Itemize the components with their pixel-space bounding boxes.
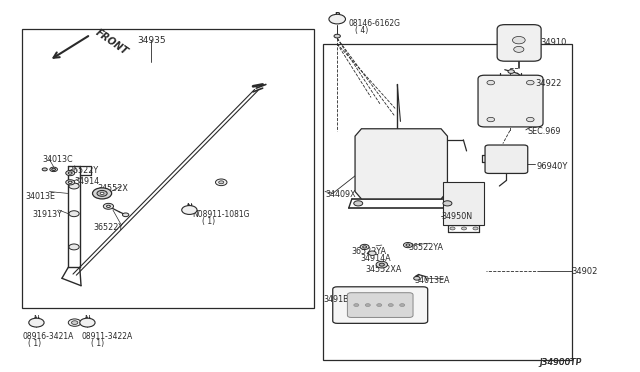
Bar <box>323 44 572 359</box>
Circle shape <box>377 304 382 307</box>
Circle shape <box>103 203 113 209</box>
Text: J34900TP: J34900TP <box>540 358 582 367</box>
Text: 34013C: 34013C <box>43 155 74 164</box>
Text: N: N <box>84 317 90 323</box>
Circle shape <box>450 227 455 230</box>
Circle shape <box>461 227 467 230</box>
Circle shape <box>354 201 363 206</box>
Text: 34914: 34914 <box>75 177 100 186</box>
Text: 08911-3422A: 08911-3422A <box>81 332 132 341</box>
Text: ( 1): ( 1) <box>28 339 41 348</box>
Polygon shape <box>355 129 447 199</box>
Text: ( 4): ( 4) <box>355 26 368 35</box>
Circle shape <box>376 261 388 268</box>
Circle shape <box>97 190 107 196</box>
Text: 31913Y: 31913Y <box>32 210 62 219</box>
Text: 08146-6162G: 08146-6162G <box>349 19 401 28</box>
FancyBboxPatch shape <box>333 287 428 323</box>
Circle shape <box>122 213 129 217</box>
Text: 36522YA: 36522YA <box>352 247 387 256</box>
FancyBboxPatch shape <box>485 145 528 173</box>
Circle shape <box>443 201 452 206</box>
Text: 34914A: 34914A <box>360 254 391 263</box>
Text: 34409X: 34409X <box>325 190 356 199</box>
FancyBboxPatch shape <box>497 25 541 61</box>
Circle shape <box>52 168 56 170</box>
Circle shape <box>216 179 227 186</box>
Circle shape <box>66 170 75 176</box>
Text: N: N <box>186 202 192 212</box>
Circle shape <box>42 168 47 171</box>
Circle shape <box>80 318 95 327</box>
Circle shape <box>527 117 534 122</box>
Text: 36522Y: 36522Y <box>68 166 99 175</box>
Text: SEC.969: SEC.969 <box>527 127 561 136</box>
Circle shape <box>354 304 359 307</box>
Text: FRONT: FRONT <box>94 27 130 57</box>
Circle shape <box>182 206 197 214</box>
Circle shape <box>388 304 394 307</box>
Text: 08916-3421A: 08916-3421A <box>22 332 74 341</box>
Text: N: N <box>33 317 40 323</box>
Text: N08911-1081G: N08911-1081G <box>193 210 250 219</box>
Circle shape <box>514 46 524 52</box>
Circle shape <box>334 34 340 38</box>
Circle shape <box>68 181 72 183</box>
Circle shape <box>413 276 420 280</box>
Circle shape <box>487 80 495 85</box>
Circle shape <box>93 188 111 199</box>
Text: 34902: 34902 <box>572 267 598 276</box>
Circle shape <box>69 183 79 189</box>
Text: J34900TP: J34900TP <box>540 358 582 367</box>
Text: 34013EA: 34013EA <box>414 276 450 285</box>
Text: 34935: 34935 <box>137 36 166 45</box>
Text: 34552XA: 34552XA <box>366 265 403 275</box>
Text: 3491B: 3491B <box>324 295 349 304</box>
Circle shape <box>508 70 515 73</box>
Circle shape <box>363 246 367 248</box>
Bar <box>22 29 314 308</box>
Circle shape <box>399 304 404 307</box>
Circle shape <box>50 167 58 171</box>
Circle shape <box>329 14 346 24</box>
Circle shape <box>68 319 81 326</box>
Text: 34552X: 34552X <box>97 184 128 193</box>
Text: 34950N: 34950N <box>441 212 472 221</box>
Circle shape <box>473 227 478 230</box>
Text: B: B <box>334 12 340 21</box>
FancyBboxPatch shape <box>348 293 413 317</box>
Text: 36522Y: 36522Y <box>94 223 124 232</box>
Text: ( 1): ( 1) <box>202 217 215 227</box>
Text: N: N <box>84 315 90 324</box>
Circle shape <box>68 172 72 174</box>
Text: 36522YA: 36522YA <box>408 243 443 252</box>
Bar <box>443 182 484 225</box>
Circle shape <box>513 36 525 44</box>
Circle shape <box>380 263 385 266</box>
Circle shape <box>406 244 410 246</box>
Text: 34922: 34922 <box>536 79 562 88</box>
Circle shape <box>100 192 104 195</box>
Circle shape <box>527 80 534 85</box>
Circle shape <box>69 244 79 250</box>
Text: 34910: 34910 <box>540 38 566 47</box>
Circle shape <box>69 211 79 217</box>
Text: 34013E: 34013E <box>26 192 56 201</box>
Circle shape <box>106 205 110 208</box>
Text: 96940Y: 96940Y <box>537 162 568 171</box>
Circle shape <box>29 318 44 327</box>
Circle shape <box>360 244 369 250</box>
Circle shape <box>72 321 78 324</box>
Text: N: N <box>186 204 192 210</box>
Circle shape <box>219 181 224 184</box>
Circle shape <box>369 251 376 256</box>
Text: N: N <box>33 315 39 324</box>
FancyBboxPatch shape <box>478 75 543 127</box>
Circle shape <box>66 180 75 185</box>
Text: ( 1): ( 1) <box>91 339 104 348</box>
Circle shape <box>365 304 371 307</box>
Circle shape <box>487 117 495 122</box>
Circle shape <box>403 243 412 248</box>
